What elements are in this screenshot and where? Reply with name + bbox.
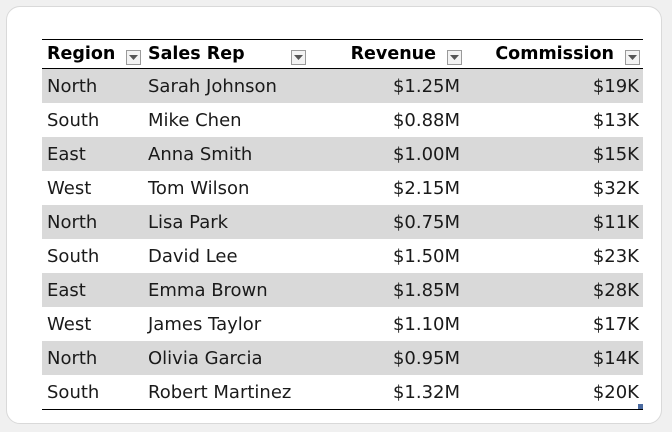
header-commission[interactable]: Commission <box>495 44 614 64</box>
table-body: North Sarah Johnson $1.25M $19K South Mike Ch… <box>42 69 643 409</box>
cell-sales-rep[interactable]: Olivia Garcia <box>148 347 263 369</box>
table-row: North Lisa Park $0.75M $11K <box>42 205 643 239</box>
cell-commission[interactable]: $17K <box>592 313 639 335</box>
table-row: South David Lee $1.50M $23K <box>42 239 643 273</box>
cell-sales-rep[interactable]: Robert Martinez <box>148 381 292 403</box>
cell-revenue[interactable]: $1.25M <box>392 75 460 97</box>
table-header-row: Region Sales Rep Revenue Commission <box>42 40 643 69</box>
table-row: North Sarah Johnson $1.25M $19K <box>42 69 643 103</box>
sales-table: Region Sales Rep Revenue Commission Nort… <box>42 39 643 410</box>
cell-commission[interactable]: $23K <box>592 245 639 267</box>
cell-revenue[interactable]: $0.95M <box>392 347 460 369</box>
cell-sales-rep[interactable]: Tom Wilson <box>148 177 250 199</box>
cell-commission[interactable]: $11K <box>592 211 639 233</box>
cell-sales-rep[interactable]: Anna Smith <box>148 143 253 165</box>
cell-sales-rep[interactable]: Emma Brown <box>148 279 268 301</box>
table-row: East Anna Smith $1.00M $15K <box>42 137 643 171</box>
table-row: East Emma Brown $1.85M $28K <box>42 273 643 307</box>
chevron-down-icon <box>450 55 459 60</box>
cell-region[interactable]: East <box>47 279 86 301</box>
table-row: West Tom Wilson $2.15M $32K <box>42 171 643 205</box>
cell-sales-rep[interactable]: David Lee <box>148 245 238 267</box>
cell-region[interactable]: South <box>47 245 100 267</box>
sales-rep-filter-button[interactable] <box>291 50 306 65</box>
cell-revenue[interactable]: $0.88M <box>392 109 460 131</box>
cell-sales-rep[interactable]: Mike Chen <box>148 109 242 131</box>
cell-region[interactable]: North <box>47 75 98 97</box>
header-revenue[interactable]: Revenue <box>350 44 436 64</box>
cell-region[interactable]: North <box>47 347 98 369</box>
chevron-down-icon <box>294 55 303 60</box>
cell-region[interactable]: South <box>47 109 100 131</box>
cell-region[interactable]: West <box>47 313 92 335</box>
chevron-down-icon <box>628 55 637 60</box>
cell-commission[interactable]: $13K <box>592 109 639 131</box>
cell-revenue[interactable]: $2.15M <box>392 177 460 199</box>
header-region[interactable]: Region <box>47 44 116 64</box>
cell-commission[interactable]: $19K <box>592 75 639 97</box>
cell-revenue[interactable]: $1.50M <box>392 245 460 267</box>
cell-sales-rep[interactable]: Lisa Park <box>148 211 229 233</box>
cell-revenue[interactable]: $1.32M <box>392 381 460 403</box>
table-row: South Mike Chen $0.88M $13K <box>42 103 643 137</box>
header-sales-rep[interactable]: Sales Rep <box>148 44 245 64</box>
table-row: North Olivia Garcia $0.95M $14K <box>42 341 643 375</box>
cell-region[interactable]: East <box>47 143 86 165</box>
region-filter-button[interactable] <box>126 50 141 65</box>
cell-sales-rep[interactable]: James Taylor <box>148 313 262 335</box>
cell-commission[interactable]: $15K <box>592 143 639 165</box>
sheet-canvas: Region Sales Rep Revenue Commission Nort… <box>6 6 662 424</box>
revenue-filter-button[interactable] <box>447 50 462 65</box>
cell-commission[interactable]: $20K <box>592 381 639 403</box>
cell-commission[interactable]: $14K <box>592 347 639 369</box>
commission-filter-button[interactable] <box>625 50 640 65</box>
cell-revenue[interactable]: $1.10M <box>392 313 460 335</box>
cell-commission[interactable]: $28K <box>592 279 639 301</box>
cell-revenue[interactable]: $1.00M <box>392 143 460 165</box>
cell-region[interactable]: South <box>47 381 100 403</box>
cell-region[interactable]: West <box>47 177 92 199</box>
chevron-down-icon <box>129 55 138 60</box>
table-row: West James Taylor $1.10M $17K <box>42 307 643 341</box>
table-row: South Robert Martinez $1.32M $20K <box>42 375 643 409</box>
cell-revenue[interactable]: $1.85M <box>392 279 460 301</box>
cell-revenue[interactable]: $0.75M <box>392 211 460 233</box>
cell-sales-rep[interactable]: Sarah Johnson <box>148 75 277 97</box>
table-resize-handle-icon[interactable] <box>638 404 643 409</box>
cell-region[interactable]: North <box>47 211 98 233</box>
cell-commission[interactable]: $32K <box>592 177 639 199</box>
